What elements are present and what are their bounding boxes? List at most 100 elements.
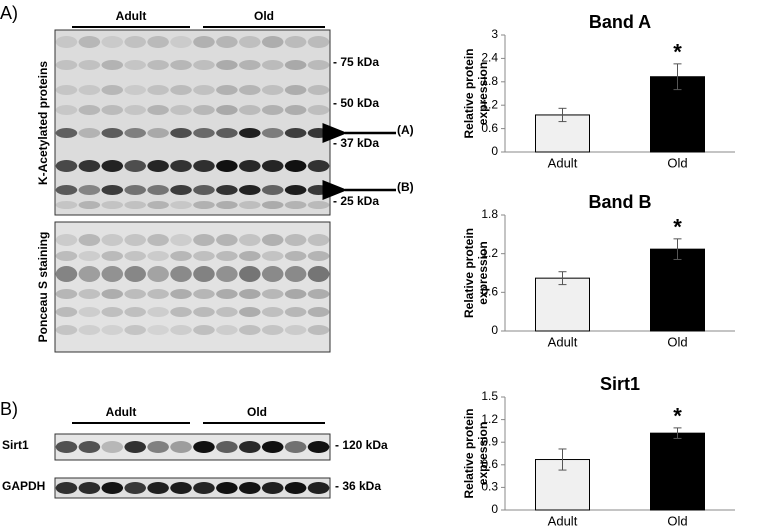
blot-band	[124, 185, 146, 195]
blot-band	[124, 307, 146, 317]
y-tick-label: 0	[491, 144, 498, 158]
y-tick-label: 0	[491, 502, 498, 516]
blot-band	[216, 128, 238, 138]
significance-mark: *	[673, 40, 682, 65]
y-tick-label: 1.8	[481, 74, 498, 88]
blot-band	[170, 251, 192, 261]
blot-band	[239, 201, 261, 209]
blot-band	[101, 234, 124, 246]
x-tick-label: Adult	[548, 155, 578, 170]
blot-band	[101, 85, 124, 95]
blot-band	[101, 325, 124, 335]
blot-label: Sirt1	[2, 438, 29, 452]
blot-band	[78, 201, 101, 209]
blot-band	[101, 36, 124, 48]
blot-band	[55, 441, 78, 453]
blot-band	[170, 128, 192, 138]
blot-band	[101, 307, 124, 317]
blot-band	[307, 185, 330, 195]
blot-band	[239, 105, 261, 115]
blot-band	[101, 201, 124, 209]
blot-band	[78, 307, 101, 317]
kda-label: - 50 kDa	[333, 96, 379, 110]
kda-label: - 37 kDa	[333, 136, 379, 150]
blot-band	[147, 251, 169, 261]
blot-band	[307, 289, 330, 299]
blot-band	[55, 160, 78, 172]
bar-chart: Band A Relative protein expression 0 0.6 1.2 1…	[462, 12, 735, 170]
band-label: (B)	[397, 180, 414, 194]
blot-band	[261, 251, 284, 261]
blot-band	[261, 60, 284, 70]
blot-band	[284, 441, 307, 453]
blot-band	[216, 266, 238, 282]
blot-acetyl	[54, 29, 331, 216]
blot-band	[193, 325, 215, 335]
blot-band	[284, 85, 307, 95]
group-label: Adult	[106, 405, 137, 419]
y-tick-label: 0.3	[481, 480, 498, 494]
blot-band	[239, 266, 261, 282]
blot-band	[147, 160, 169, 172]
blot-band	[170, 482, 192, 494]
blot-band	[193, 201, 215, 209]
y-tick-label: 0	[491, 323, 498, 337]
x-tick-label: Old	[667, 155, 687, 170]
kda-label: - 75 kDa	[333, 55, 379, 69]
blot-band	[124, 85, 146, 95]
blot-band	[78, 482, 101, 494]
blot-band	[170, 85, 192, 95]
blot-band	[307, 160, 330, 172]
chart-title: Band B	[589, 192, 652, 212]
blot-band	[55, 325, 78, 335]
y-tick-label: 1.2	[481, 246, 498, 260]
blot-band	[261, 307, 284, 317]
blot-band	[170, 325, 192, 335]
y-tick-label: 3	[491, 27, 498, 41]
blot-band	[307, 85, 330, 95]
blot-band	[216, 289, 238, 299]
y-tick-label: 2.4	[481, 51, 498, 65]
blot-band	[78, 251, 101, 261]
blot-band	[193, 85, 215, 95]
blot-band	[284, 307, 307, 317]
blot-band	[147, 105, 169, 115]
band-label: (A)	[397, 123, 414, 137]
blot-band	[78, 325, 101, 335]
chart-title: Band A	[589, 12, 651, 32]
blot-band	[193, 482, 215, 494]
blot-band	[261, 234, 284, 246]
blot-band	[124, 60, 146, 70]
blot-band	[78, 105, 101, 115]
blot-band	[78, 289, 101, 299]
blot-band	[170, 234, 192, 246]
blot-band	[193, 234, 215, 246]
blot-band	[55, 482, 78, 494]
blot-band	[284, 128, 307, 138]
blot-band	[216, 234, 238, 246]
blot-band	[193, 307, 215, 317]
blot-band	[55, 185, 78, 195]
panel-label: A)	[0, 3, 18, 23]
blot-band	[101, 128, 124, 138]
bar	[650, 248, 705, 332]
y-tick-label: 0.6	[481, 121, 498, 135]
blot-band	[307, 234, 330, 246]
blot-band	[239, 251, 261, 261]
blot-band	[284, 234, 307, 246]
blot-band	[284, 105, 307, 115]
blot-label: K-Acetylated proteins	[36, 61, 50, 185]
blot-band	[78, 160, 101, 172]
blot-band	[284, 289, 307, 299]
blot-band	[101, 482, 124, 494]
blot-band	[147, 482, 169, 494]
blot-sirt1	[54, 433, 331, 461]
blot-band	[239, 185, 261, 195]
y-tick-label: 0.6	[481, 457, 498, 471]
blot-band	[147, 307, 169, 317]
blot-band	[170, 60, 192, 70]
blot-band	[239, 307, 261, 317]
blot-band	[216, 307, 238, 317]
blot-band	[55, 105, 78, 115]
blot-band	[193, 128, 215, 138]
